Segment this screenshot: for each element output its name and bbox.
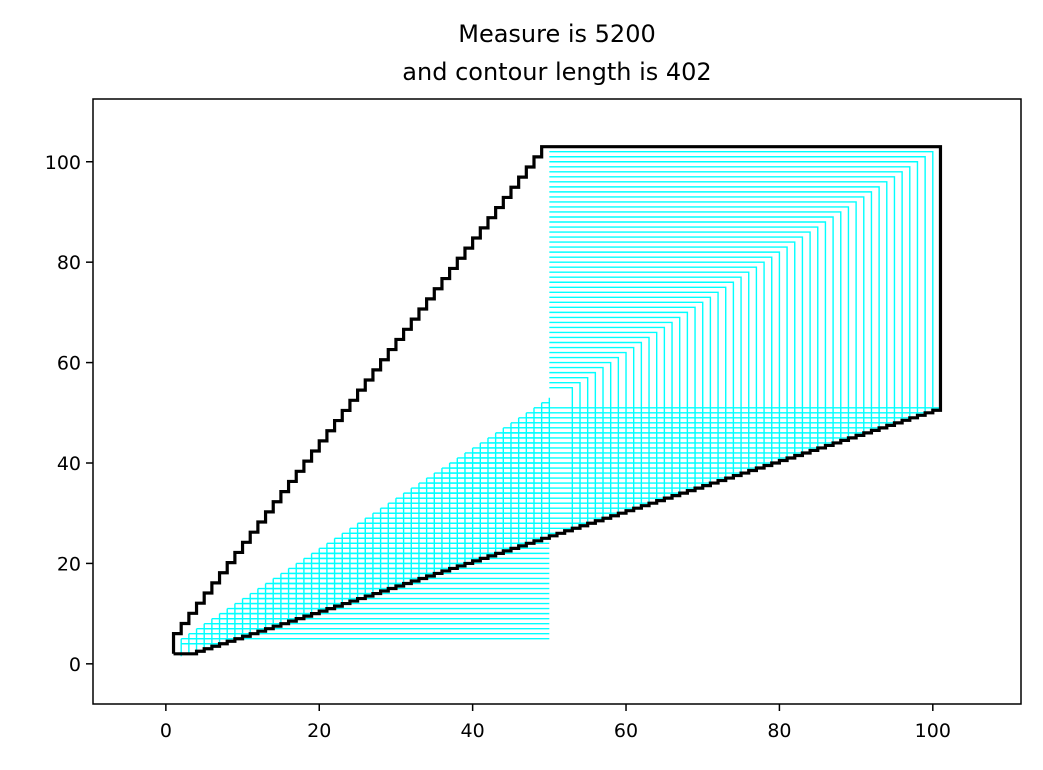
fill-line-53: [549, 231, 811, 451]
fill-line-32: [549, 196, 865, 433]
plot-area: [171, 145, 943, 657]
fill-line-95: [549, 301, 704, 486]
x-tick-label: 60: [614, 720, 638, 742]
fill-line-68: [549, 256, 773, 464]
fill-line-50: [549, 226, 819, 448]
fill-line-14: [549, 166, 911, 418]
fill-line-104: [549, 316, 681, 494]
fill-line-44: [549, 216, 834, 443]
fill-line-29: [549, 191, 873, 431]
y-tick-label: 20: [57, 553, 81, 575]
fill-line-17: [549, 171, 903, 421]
fill-line-23: [549, 181, 888, 426]
fill-line-113: [549, 331, 658, 501]
fill-line-74: [549, 266, 758, 469]
fill-line-65: [549, 251, 781, 461]
y-tick-label: 60: [57, 353, 81, 375]
y-tick-label: 40: [57, 453, 81, 475]
fill-line-41: [549, 211, 842, 441]
chart-title-line-1: Measure is 5200: [458, 20, 656, 48]
fill-line-35: [549, 201, 857, 436]
fill-line-83: [549, 281, 735, 476]
fill-line-77: [549, 271, 750, 471]
fill-line-131: [549, 361, 612, 516]
fill-line-47: [549, 221, 827, 446]
x-tick-label: 40: [461, 720, 485, 742]
fill-line-5: [549, 151, 934, 411]
fill-line-86: [549, 286, 727, 479]
x-tick-label: 80: [767, 720, 791, 742]
y-tick-label: 0: [69, 654, 81, 676]
y-tick-label: 80: [57, 252, 81, 274]
fill-line-119: [549, 341, 643, 506]
fill-line-137: [549, 371, 597, 521]
fill-line-11: [549, 161, 919, 416]
fill-line-128: [549, 356, 620, 514]
fill-line-122: [549, 346, 635, 509]
fill-line-8: [549, 156, 926, 413]
fill-line-80: [549, 276, 742, 474]
fill-line-98: [549, 306, 696, 489]
plot-frame: [92, 98, 1022, 705]
fill-line-110: [549, 326, 666, 499]
fill-line-92: [549, 296, 712, 484]
fill-line-140: [549, 376, 589, 524]
chart-title-line-2: and contour length is 402: [402, 58, 711, 86]
fill-line-26: [549, 186, 880, 428]
fill-line-59: [549, 241, 796, 456]
x-tick-label: 20: [307, 720, 331, 742]
fill-line-38: [549, 206, 850, 438]
x-tick-label: 0: [160, 720, 172, 742]
fill-grid: [180, 145, 942, 657]
contour-line: [171, 145, 943, 656]
fill-line-146: [549, 386, 574, 529]
fill-line-143: [549, 381, 581, 526]
fill-line-56: [549, 236, 804, 453]
fill-line-62: [549, 246, 788, 458]
fill-line-71: [549, 261, 765, 466]
y-tick-label: 100: [45, 152, 81, 174]
fill-line-20: [549, 176, 896, 423]
fill-line-101: [549, 311, 689, 491]
x-tick-label: 100: [915, 720, 951, 742]
axes: 0 20 40 60 80 100 0 20 40 60 80 100: [45, 152, 951, 742]
